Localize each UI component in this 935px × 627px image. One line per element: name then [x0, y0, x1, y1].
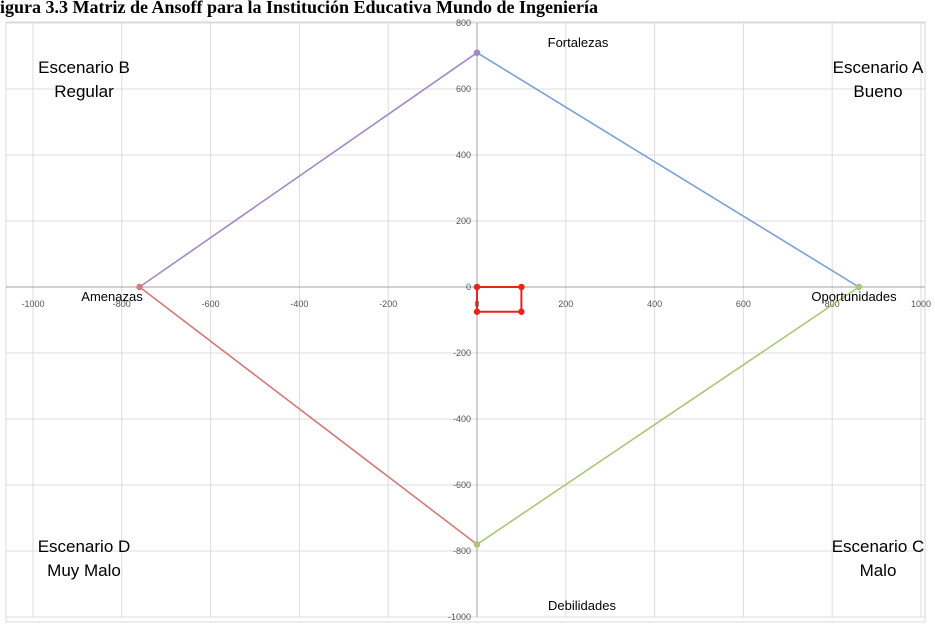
- series-line-2: [139, 52, 478, 288]
- scenario-a-rating: Bueno: [853, 82, 902, 101]
- scenario-a-title: Escenario A: [833, 58, 924, 77]
- series-line-4: [476, 286, 860, 546]
- data-point: [473, 308, 481, 315]
- scenario-d-title: Escenario D: [38, 537, 131, 556]
- axis-label-left: Amenazas: [81, 289, 143, 304]
- x-tick-label: 200: [558, 299, 573, 309]
- y-tick-label: 400: [456, 150, 471, 160]
- data-point: [518, 283, 525, 291]
- data-point: [518, 308, 525, 315]
- axis-label-top: Fortalezas: [548, 35, 609, 50]
- y-tick-label: 200: [456, 216, 471, 226]
- series-points: [136, 49, 863, 548]
- x-tick-label: -1000: [21, 299, 44, 309]
- x-tick-label: -200: [379, 299, 397, 309]
- series-line-3: [139, 286, 478, 546]
- data-point: [136, 283, 143, 291]
- series-line-5: [476, 286, 523, 313]
- y-tick-label: -600: [453, 480, 471, 490]
- scenario-b-title: Escenario B: [38, 58, 130, 77]
- axis-label-bottom: Debilidades: [548, 598, 616, 613]
- x-tick-label: -600: [202, 299, 220, 309]
- scenario-labels: Escenario A Bueno Escenario B Regular Escena…: [38, 58, 925, 580]
- series-lines: [139, 52, 860, 546]
- y-tick-label: 0: [466, 282, 471, 292]
- data-point: [855, 283, 863, 291]
- y-tick-label: 800: [456, 18, 471, 28]
- y-tick-label: -1000: [448, 612, 471, 622]
- y-tick-label: -400: [453, 414, 471, 424]
- x-tick-label: 1000: [911, 299, 931, 309]
- x-tick-label: 600: [736, 299, 751, 309]
- scenario-d-rating: Muy Malo: [47, 561, 121, 580]
- scenario-c-title: Escenario C: [832, 537, 925, 556]
- y-tick-label: -800: [453, 546, 471, 556]
- data-point: [473, 49, 481, 56]
- x-tick-label: -400: [290, 299, 308, 309]
- y-tick-label: -200: [453, 348, 471, 358]
- plot-frame: [5, 21, 926, 623]
- axes: [6, 23, 925, 617]
- scenario-c-rating: Malo: [860, 561, 897, 580]
- data-point: [473, 283, 481, 291]
- figure-caption: igura 3.3 Matriz de Ansoff para la Insti…: [0, 0, 598, 17]
- y-tick-label: 600: [456, 84, 471, 94]
- tick-labels: -1000 -800 -600 -400 -200 0 200 400 600 800 1000 -1…: [21, 18, 931, 622]
- data-point: [473, 541, 481, 548]
- scenario-b-rating: Regular: [54, 82, 114, 101]
- x-tick-label: -800: [113, 299, 131, 309]
- axis-label-right: Oportunidades: [811, 289, 897, 304]
- x-tick-label: 400: [647, 299, 662, 309]
- series-line-1: [476, 52, 860, 288]
- grid: [6, 22, 925, 618]
